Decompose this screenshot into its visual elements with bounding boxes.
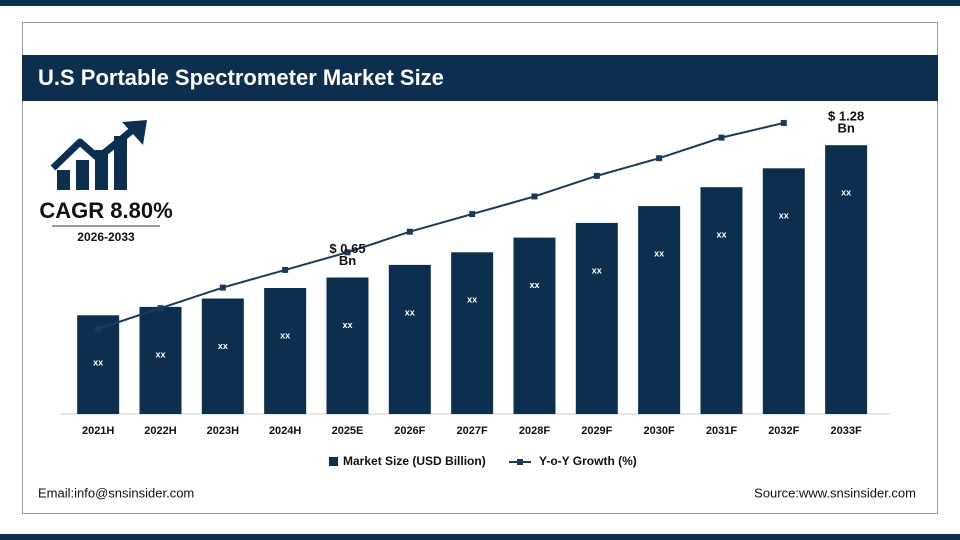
chart-title: U.S Portable Spectrometer Market Size [38, 65, 444, 90]
bar-value-label: xx [529, 280, 539, 290]
growth-marker [718, 134, 725, 141]
cagr-label: CAGR 8.80% [39, 198, 172, 223]
x-tick-label: 2029F [581, 425, 612, 437]
bar [825, 145, 868, 414]
growth-marker [780, 119, 787, 126]
value-annotation: Bn [339, 253, 356, 268]
bar [638, 206, 681, 414]
title-band [22, 55, 938, 101]
growth-marker [219, 284, 226, 291]
x-tick-label: 2028F [519, 425, 550, 437]
x-tick-label: 2030F [644, 425, 675, 437]
bar-value-label: xx [93, 358, 103, 368]
bar-value-label: xx [654, 248, 664, 258]
top-stripe [0, 0, 960, 6]
growth-marker [95, 325, 102, 332]
bar-value-label: xx [218, 341, 228, 351]
x-tick-label: 2027F [457, 425, 488, 437]
bar-value-label: xx [155, 349, 165, 359]
bar [326, 277, 369, 414]
growth-marker [406, 228, 413, 235]
bar [513, 237, 556, 414]
bar [762, 168, 805, 414]
growth-marker [282, 266, 289, 273]
x-tick-label: 2032F [768, 425, 799, 437]
value-annotation: $ 0.65 [329, 241, 365, 256]
x-tick-label: 2023H [207, 425, 239, 437]
bar [575, 222, 618, 414]
value-annotation: Bn [837, 121, 854, 136]
growth-marker [344, 249, 351, 256]
bar [700, 187, 743, 414]
footer-email: Email:info@snsinsider.com [38, 485, 194, 500]
growth-marker [656, 155, 663, 162]
legend-label: Y-o-Y Growth (%) [539, 454, 637, 468]
bar [264, 288, 307, 414]
growth-marker [469, 211, 476, 218]
value-annotation: $ 1.28 [828, 109, 864, 124]
cagr-period: 2026-2033 [77, 230, 135, 244]
x-tick-label: 2021H [82, 425, 114, 437]
x-tick-label: 2024H [269, 425, 301, 437]
bar [451, 252, 494, 414]
x-tick-label: 2022H [144, 425, 176, 437]
growth-line [97, 121, 785, 330]
x-tick-label: 2026F [394, 425, 425, 437]
growth-icon [50, 120, 147, 190]
bar [77, 315, 120, 414]
x-tick-label: 2025E [332, 425, 364, 437]
growth-marker [531, 193, 538, 200]
bar-value-label: xx [342, 320, 352, 330]
bar-value-label: xx [405, 307, 415, 317]
legend-swatch [329, 457, 338, 466]
bar [139, 306, 182, 414]
x-tick-label: 2031F [706, 425, 737, 437]
growth-marker [157, 305, 164, 312]
footer-source: Source:www.snsinsider.com [754, 485, 916, 500]
bar-value-label: xx [467, 295, 477, 305]
bar-value-label: xx [280, 330, 290, 340]
bar-value-label: xx [592, 265, 602, 275]
growth-marker [593, 172, 600, 179]
bar [388, 264, 431, 414]
bar-value-label: xx [841, 188, 851, 198]
bar-value-label: xx [716, 230, 726, 240]
bar [201, 298, 244, 414]
bar-value-label: xx [779, 211, 789, 221]
x-tick-label: 2033F [831, 425, 862, 437]
legend-label: Market Size (USD Billion) [343, 454, 486, 468]
legend-marker [517, 459, 523, 465]
bottom-stripe [0, 534, 960, 540]
